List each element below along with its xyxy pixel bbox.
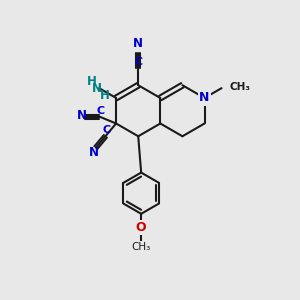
- Text: CH₃: CH₃: [230, 82, 250, 92]
- Text: CH₃: CH₃: [131, 242, 151, 252]
- Text: C: C: [102, 125, 110, 135]
- Text: O: O: [136, 221, 146, 234]
- Text: N: N: [92, 82, 102, 95]
- Text: N: N: [89, 146, 99, 159]
- Text: N: N: [199, 92, 210, 104]
- Text: N: N: [77, 109, 87, 122]
- Text: N: N: [133, 37, 143, 50]
- Text: H: H: [87, 75, 97, 88]
- Text: C: C: [96, 106, 104, 116]
- Text: H: H: [100, 88, 110, 101]
- Text: C: C: [134, 57, 142, 67]
